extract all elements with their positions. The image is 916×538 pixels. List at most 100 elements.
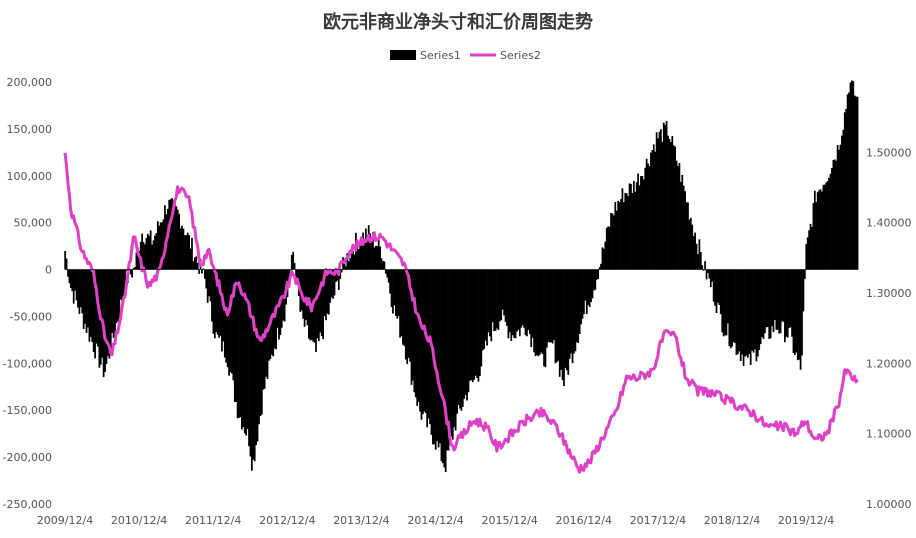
bar: [792, 269, 795, 353]
bar: [117, 269, 119, 322]
bar: [523, 269, 525, 328]
bar: [548, 269, 551, 343]
bar: [202, 268, 205, 270]
bar: [829, 173, 832, 270]
bar: [225, 269, 228, 363]
bar: [754, 269, 756, 350]
bar: [620, 199, 622, 270]
bar: [444, 269, 447, 473]
bar-series: [64, 80, 859, 473]
chart-title: 欧元非商业净头寸和汇价周图走势: [323, 11, 593, 33]
bar: [201, 269, 203, 274]
bar: [491, 269, 494, 323]
bar: [296, 269, 299, 279]
bar: [81, 269, 84, 314]
bar: [161, 222, 163, 270]
bar: [836, 145, 839, 270]
bar: [725, 269, 728, 336]
bar: [516, 269, 518, 332]
bar: [265, 269, 267, 377]
y-left-tick-label: 200,000: [7, 76, 53, 89]
bar: [118, 269, 121, 319]
bar: [235, 269, 238, 402]
x-tick-label: 2012/12/4: [259, 514, 315, 527]
bar: [781, 269, 783, 322]
bar: [77, 269, 79, 308]
bar: [350, 248, 353, 270]
bar: [845, 108, 848, 270]
bar: [109, 269, 112, 356]
bar: [245, 269, 248, 436]
bar: [276, 269, 279, 328]
bar: [414, 269, 417, 398]
y-left-tick-label: -250,000: [3, 498, 52, 511]
bar: [498, 269, 501, 322]
bar: [333, 269, 336, 296]
bar: [317, 269, 320, 342]
bar: [622, 202, 625, 270]
bar: [662, 122, 665, 270]
bar: [583, 269, 585, 314]
bar: [748, 269, 751, 354]
bar: [811, 226, 813, 270]
bar: [501, 269, 504, 310]
bar: [694, 232, 696, 270]
bar: [114, 269, 116, 336]
bar: [266, 269, 269, 379]
bar: [585, 269, 588, 314]
bar: [625, 193, 628, 270]
bar: [734, 269, 736, 344]
bar: [738, 269, 741, 352]
bar: [92, 269, 95, 353]
bar: [494, 269, 497, 331]
bar: [417, 269, 420, 402]
bar: [71, 269, 74, 292]
bar: [735, 269, 738, 356]
bar: [339, 269, 342, 279]
bar: [484, 269, 487, 341]
bar: [447, 269, 450, 451]
bar: [164, 205, 166, 270]
bar: [611, 213, 614, 270]
bar: [664, 124, 667, 270]
bar: [672, 145, 675, 270]
bar: [717, 269, 719, 303]
bar: [833, 159, 836, 270]
bar: [79, 269, 82, 308]
x-tick-label: 2013/12/4: [333, 514, 389, 527]
bar: [642, 179, 645, 270]
bar: [129, 269, 132, 275]
bar: [142, 242, 145, 270]
bar: [320, 269, 323, 337]
bar: [815, 201, 818, 270]
bar: [786, 269, 789, 338]
bar: [131, 269, 133, 278]
bar: [155, 233, 158, 270]
bar: [564, 269, 567, 368]
bar: [528, 269, 531, 335]
bar: [724, 269, 726, 336]
bar: [600, 263, 602, 270]
bar: [295, 269, 297, 282]
bar: [268, 269, 270, 361]
bar: [154, 235, 156, 270]
bar: [241, 269, 243, 430]
bar: [178, 213, 181, 270]
bar: [466, 269, 468, 401]
bar: [387, 269, 390, 283]
bar: [550, 269, 553, 343]
bar: [486, 269, 488, 346]
bar: [621, 188, 624, 270]
bar: [818, 190, 820, 270]
bar: [650, 152, 652, 270]
bar: [108, 269, 111, 359]
bar: [69, 269, 72, 289]
bar: [158, 225, 161, 270]
bar: [752, 269, 755, 353]
bar: [490, 269, 493, 342]
bar: [518, 269, 521, 337]
y-left-tick-label: 150,000: [7, 123, 53, 136]
bar: [410, 269, 413, 385]
bar: [756, 269, 759, 357]
y-right-tick-label: 1.30000: [866, 287, 912, 300]
